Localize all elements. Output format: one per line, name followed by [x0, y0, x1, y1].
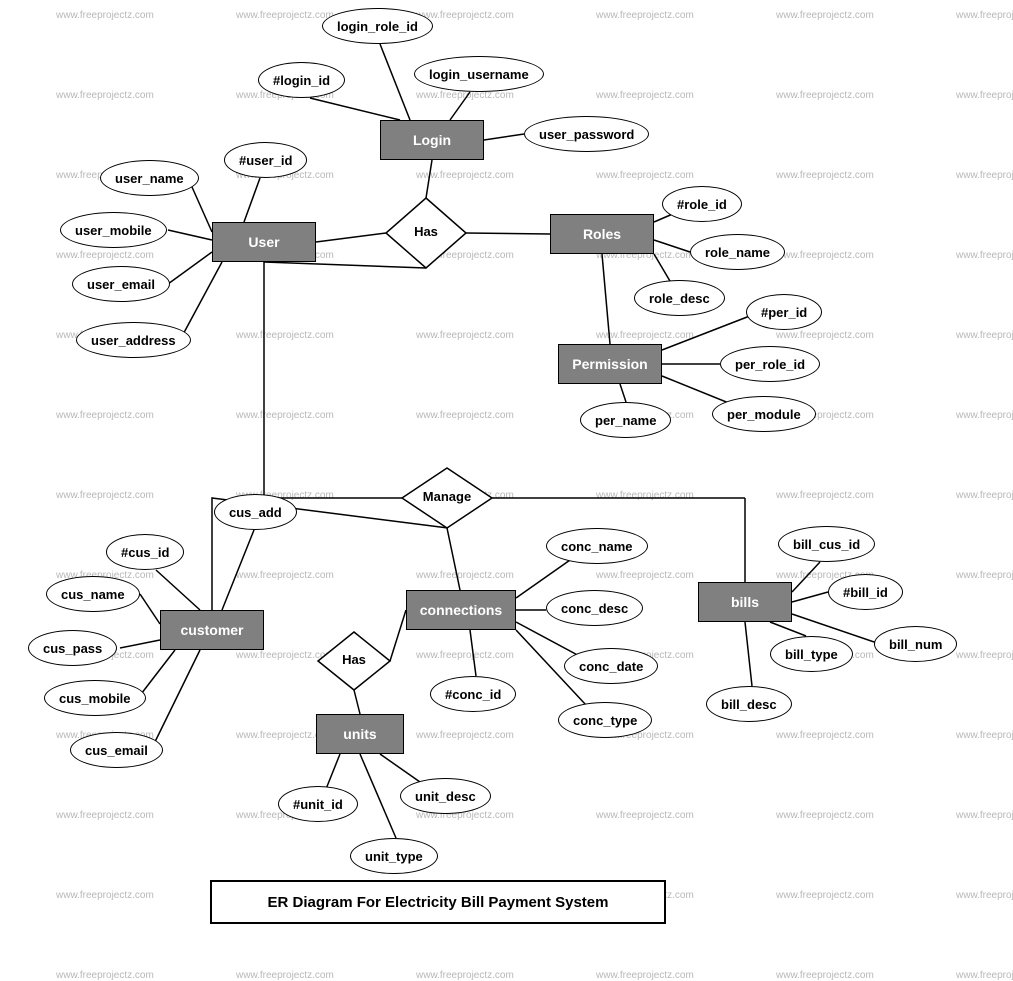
edge-layer [0, 0, 1013, 941]
attribute-per_name: per_name [580, 402, 671, 438]
attribute-bill_id: #bill_id [828, 574, 903, 610]
attribute-cus_name: cus_name [46, 576, 140, 612]
attribute-login_id: #login_id [258, 62, 345, 98]
attribute-login_username: login_username [414, 56, 544, 92]
attribute-user_email: user_email [72, 266, 170, 302]
entity-bills: bills [698, 582, 792, 622]
attribute-cus_id: #cus_id [106, 534, 184, 570]
attribute-bill_num: bill_num [874, 626, 957, 662]
attribute-conc_type: conc_type [558, 702, 652, 738]
entity-units: units [316, 714, 404, 754]
attribute-conc_name: conc_name [546, 528, 648, 564]
entity-user: User [212, 222, 316, 262]
attribute-unit_type: unit_type [350, 838, 438, 874]
entity-login: Login [380, 120, 484, 160]
attribute-bill_cus_id: bill_cus_id [778, 526, 875, 562]
attribute-cus_mobile: cus_mobile [44, 680, 146, 716]
attribute-role_id: #role_id [662, 186, 742, 222]
attribute-cus_email: cus_email [70, 732, 163, 768]
relationship-has-2: Has [318, 632, 390, 695]
attribute-unit_id: #unit_id [278, 786, 358, 822]
attribute-user_password: user_password [524, 116, 649, 152]
attribute-per_module: per_module [712, 396, 816, 432]
attribute-per_id: #per_id [746, 294, 822, 330]
attribute-login_role_id: login_role_id [322, 8, 433, 44]
attribute-user_id: #user_id [224, 142, 307, 178]
attribute-role_name: role_name [690, 234, 785, 270]
attribute-unit_desc: unit_desc [400, 778, 491, 814]
attribute-user_mobile: user_mobile [60, 212, 167, 248]
relationship-manage: Manage [402, 468, 492, 533]
entity-roles: Roles [550, 214, 654, 254]
diagram-title-box: ER Diagram For Electricity Bill Payment … [210, 880, 666, 924]
attribute-bill_desc: bill_desc [706, 686, 792, 722]
attribute-per_role_id: per_role_id [720, 346, 820, 382]
attribute-user_address: user_address [76, 322, 191, 358]
entity-connections: connections [406, 590, 516, 630]
diagram-title: ER Diagram For Electricity Bill Payment … [268, 894, 609, 911]
attribute-user_name: user_name [100, 160, 199, 196]
attribute-bill_type: bill_type [770, 636, 853, 672]
attribute-cus_pass: cus_pass [28, 630, 117, 666]
attribute-cus_add: cus_add [214, 494, 297, 530]
attribute-conc_id: #conc_id [430, 676, 516, 712]
entity-permission: Permission [558, 344, 662, 384]
entity-customer: customer [160, 610, 264, 650]
attribute-role_desc: role_desc [634, 280, 725, 316]
attribute-conc_desc: conc_desc [546, 590, 643, 626]
relationship-has-1: Has [386, 198, 466, 273]
attribute-conc_date: conc_date [564, 648, 658, 684]
